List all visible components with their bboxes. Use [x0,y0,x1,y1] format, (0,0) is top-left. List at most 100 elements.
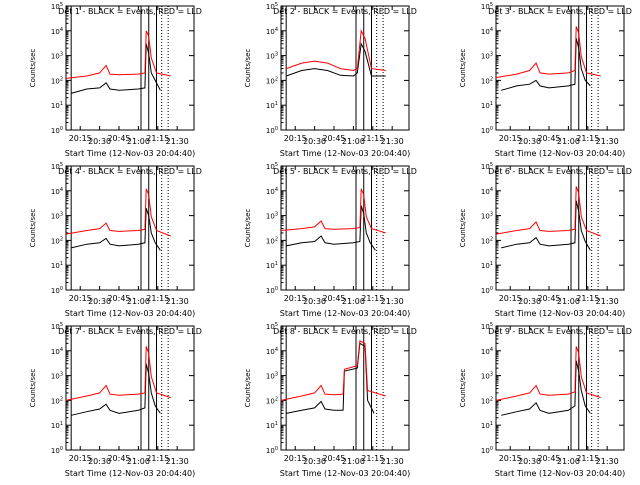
y-tick-label: 104 [266,27,278,36]
y-tick-exponent: 1 [490,101,493,107]
x-tick-label: 20:30 [518,297,541,306]
x-tick-label: 21:30 [381,457,404,466]
y-tick-exponent: 1 [490,261,493,267]
y-tick-label: 104 [51,27,63,36]
y-tick-exponent: 1 [60,261,63,267]
x-tick-label: 21:15 [576,454,599,463]
y-tick-label: 100 [266,446,278,455]
panel-title: Det 2 - BLACK = Events, RED = LLD [273,7,417,16]
y-tick-label: 104 [481,187,493,196]
series-line-black-events [286,205,376,251]
y-tick-label: 101 [51,421,63,430]
x-tick-label: 21:00 [557,457,580,466]
x-tick-label: 20:45 [107,134,130,143]
x-tick-label: 21:15 [146,294,169,303]
y-tick-label: 101 [481,261,493,270]
y-tick-label: 102 [51,236,63,245]
x-tick-label: 20:45 [537,294,560,303]
x-tick-label: 20:30 [303,297,326,306]
x-tick-label: 21:30 [596,457,619,466]
y-tick-label: 105 [481,162,493,171]
x-tick-label: 21:00 [342,137,365,146]
x-tick-label: 21:00 [557,137,580,146]
y-axis-label: Counts/sec [244,369,252,408]
x-tick-label: 20:30 [518,457,541,466]
x-tick-label: 21:30 [596,137,619,146]
y-tick-exponent: 0 [490,126,493,132]
y-tick-label: 100 [481,126,493,135]
x-tick-label: 21:30 [166,137,189,146]
series-line-red-lld [65,188,171,237]
series-line-black-events [501,360,591,416]
x-tick-label: 20:45 [322,294,345,303]
x-tick-label: 20:30 [303,137,326,146]
y-tick-label: 100 [481,286,493,295]
y-tick-exponent: 3 [490,372,493,378]
y-tick-exponent: 2 [60,76,63,82]
y-tick-label: 102 [481,396,493,405]
y-tick-label: 105 [481,322,493,331]
y-tick-label: 101 [266,421,278,430]
x-tick-label: 20:45 [322,134,345,143]
y-tick-exponent: 2 [60,236,63,242]
y-tick-label: 104 [51,347,63,356]
y-tick-exponent: 3 [275,372,278,378]
x-tick-label: 20:45 [322,454,345,463]
y-axis-label: Counts/sec [29,209,37,248]
x-tick-label: 21:15 [576,134,599,143]
x-tick-label: 21:30 [166,297,189,306]
plot-frame [65,5,195,131]
panel-det-8: 20:1520:3020:4521:0021:1521:301001011021… [244,322,417,478]
y-tick-label: 101 [481,101,493,110]
y-tick-exponent: 4 [490,27,493,33]
y-tick-label: 102 [266,396,278,405]
x-tick-label: 20:15 [499,294,522,303]
y-tick-exponent: 5 [60,2,63,8]
plot-frame [495,325,625,451]
y-tick-label: 103 [51,212,63,221]
panel-title: Det 6 - BLACK = Events, RED = LLD [488,167,632,176]
panel-det-5: 20:1520:3020:4521:0021:1521:301001011021… [244,162,417,318]
panel-title: Det 4 - BLACK = Events, RED = LLD [58,167,202,176]
series-line-red-lld [286,29,386,72]
y-axis-label: Counts/sec [29,49,37,88]
y-tick-label: 105 [51,322,63,331]
y-tick-label: 102 [481,76,493,85]
y-tick-exponent: 0 [60,126,63,132]
x-axis-label: Start Time (12-Nov-03 20:04:40) [65,309,195,318]
y-axis-label: Counts/sec [459,369,467,408]
panel-det-9: 20:1520:3020:4521:0021:1521:301001011021… [459,322,632,478]
y-tick-label: 101 [481,421,493,430]
y-tick-label: 103 [481,212,493,221]
y-tick-label: 100 [51,286,63,295]
y-tick-exponent: 0 [275,286,278,292]
y-tick-label: 101 [51,101,63,110]
y-tick-exponent: 3 [490,52,493,58]
plot-frame [280,5,410,131]
plot-frame [495,5,625,131]
y-tick-label: 101 [266,261,278,270]
x-tick-label: 21:15 [361,454,384,463]
y-tick-label: 102 [266,76,278,85]
y-tick-label: 105 [481,2,493,11]
y-axis-label: Counts/sec [244,209,252,248]
x-tick-label: 20:15 [499,454,522,463]
x-axis-label: Start Time (12-Nov-03 20:04:40) [495,149,625,158]
y-tick-label: 103 [266,52,278,61]
y-tick-label: 100 [51,446,63,455]
y-tick-exponent: 3 [275,212,278,218]
series-line-red-lld [495,186,601,237]
panel-det-6: 20:1520:3020:4521:0021:1521:301001011021… [459,162,632,318]
y-tick-exponent: 5 [490,162,493,168]
y-tick-exponent: 3 [275,52,278,58]
y-tick-exponent: 0 [490,286,493,292]
panel-det-3: 20:1520:3020:4521:0021:1521:301001011021… [459,2,632,158]
x-tick-label: 21:00 [127,137,150,146]
y-tick-exponent: 2 [275,76,278,82]
y-tick-exponent: 0 [490,446,493,452]
x-axis-label: Start Time (12-Nov-03 20:04:40) [495,309,625,318]
y-tick-exponent: 4 [60,187,63,193]
series-line-black-events [286,42,386,77]
y-tick-label: 103 [481,372,493,381]
x-tick-label: 20:45 [537,134,560,143]
